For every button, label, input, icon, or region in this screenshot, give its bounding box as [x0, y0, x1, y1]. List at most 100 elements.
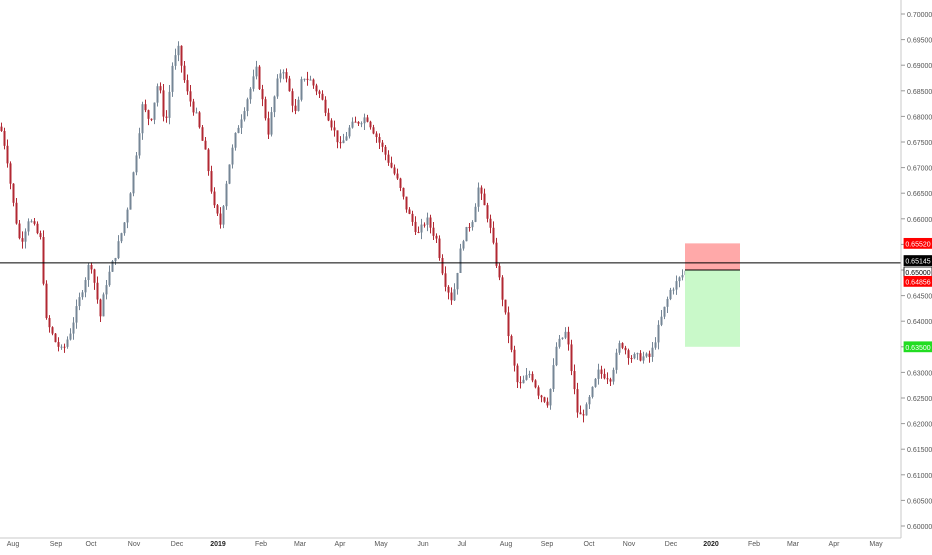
candle	[612, 367, 615, 385]
candle	[447, 285, 450, 300]
stop-loss-zone[interactable]	[685, 243, 740, 270]
candle	[216, 203, 219, 217]
candle	[69, 328, 72, 341]
candle	[267, 111, 270, 139]
candle	[330, 118, 333, 131]
candle	[681, 269, 684, 281]
candle	[483, 188, 486, 206]
candle-body	[24, 231, 27, 242]
candle-body	[501, 277, 504, 300]
candle-body	[357, 121, 360, 124]
candle-body	[252, 76, 255, 89]
candle-body	[306, 78, 309, 80]
price-tick-label: 0.62500	[907, 396, 932, 403]
candle	[3, 127, 6, 150]
candle-body	[450, 292, 453, 301]
candle	[540, 394, 543, 403]
candle	[426, 212, 429, 232]
candle-body	[81, 292, 84, 298]
candle	[489, 214, 492, 234]
candle-body	[108, 271, 111, 286]
candle	[405, 196, 408, 213]
candle	[300, 76, 303, 102]
candle-body	[519, 382, 522, 384]
candle-body	[282, 72, 285, 74]
candle-body	[579, 412, 582, 415]
candle	[504, 299, 507, 315]
candle	[450, 287, 453, 305]
candle	[534, 379, 537, 389]
candle	[654, 337, 657, 350]
candle-body	[552, 365, 555, 389]
candle	[453, 283, 456, 301]
time-tick-label: Nov	[623, 541, 636, 548]
candle-body	[165, 116, 168, 118]
candle-body	[201, 127, 204, 141]
candle-body	[216, 205, 219, 214]
candle-body	[339, 142, 342, 144]
candle-body	[597, 369, 600, 379]
candle	[189, 84, 192, 107]
price-tick: 0.68500	[901, 89, 932, 96]
candle-body	[387, 154, 390, 163]
candle	[498, 263, 501, 281]
candle	[663, 306, 666, 320]
price-tick-label: 0.60000	[907, 524, 932, 531]
candle-body	[132, 172, 135, 194]
candle-body	[639, 353, 642, 361]
candle-body	[150, 118, 153, 120]
candle	[231, 144, 234, 169]
candle-body	[411, 213, 414, 222]
candle-body	[351, 121, 354, 128]
candle	[42, 230, 45, 286]
candle-body	[423, 224, 426, 226]
candle	[192, 98, 195, 116]
candle	[141, 101, 144, 140]
candle	[510, 334, 513, 353]
candle	[636, 352, 639, 360]
price-tick-label: 0.68000	[907, 114, 932, 121]
candle-body	[105, 285, 108, 295]
candle-body	[681, 275, 684, 278]
price-tick-label: 0.60500	[907, 498, 932, 505]
candle	[123, 222, 126, 236]
candle-body	[600, 369, 603, 374]
candle-body	[228, 164, 231, 184]
candle-body	[633, 353, 636, 359]
candle	[54, 332, 57, 343]
candle-body	[591, 386, 594, 397]
candle-body	[261, 89, 264, 100]
candle-body	[51, 327, 54, 334]
candle-body	[465, 227, 468, 242]
time-axis[interactable]: Aug Sep Oct Nov Dec 2019 Feb Mar Apr May Jun Jul Aug…	[7, 541, 883, 548]
price-tick-label: 0.62000	[907, 422, 932, 429]
price-label-text: 0.65520	[905, 241, 930, 248]
candle	[282, 69, 285, 80]
candle-body	[321, 93, 324, 100]
candle-body	[612, 369, 615, 382]
candle-body	[45, 283, 48, 319]
time-tick-label: Feb	[748, 541, 760, 548]
price-tick-label: 0.64000	[907, 319, 932, 326]
candle	[39, 230, 42, 240]
candle	[327, 108, 330, 122]
candle-body	[504, 299, 507, 313]
price-tick-label: 0.69000	[907, 63, 932, 70]
candle	[624, 345, 627, 355]
candle	[309, 75, 312, 81]
take-profit-zone[interactable]	[685, 270, 740, 347]
price-label: 0.65520	[903, 237, 932, 249]
position-tool[interactable]	[685, 243, 740, 347]
candle-body	[66, 339, 69, 347]
candle	[159, 82, 162, 94]
candle-body	[246, 99, 249, 112]
candle-body	[39, 233, 42, 238]
candle-body	[420, 224, 423, 233]
candle	[477, 182, 480, 212]
candle	[456, 272, 459, 295]
price-label: 0.64856	[903, 275, 932, 287]
candle-body	[87, 264, 90, 281]
price-labels: 0.65520 0.65145 0.65000 0.64856 0.63500	[903, 237, 932, 353]
